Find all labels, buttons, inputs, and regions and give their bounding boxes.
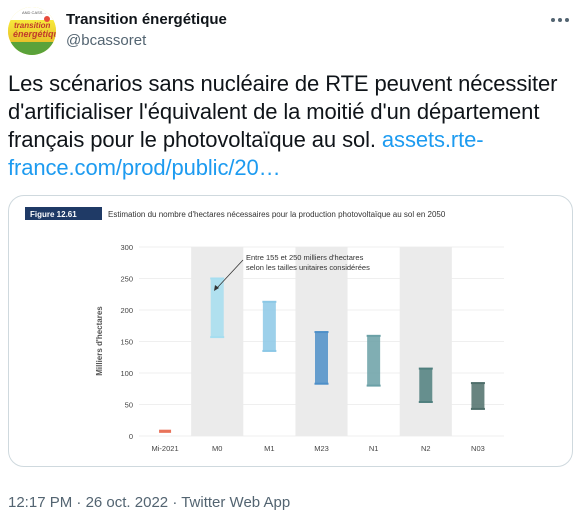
- y-tick-label: 200: [120, 306, 133, 315]
- chart-svg: Figure 12.61 Estimation du nombre d'hect…: [25, 207, 504, 453]
- x-tick-label: N2: [421, 444, 431, 453]
- chart-xticks: Mi-2021 M0 M1 M23 N1 N2 N03: [152, 444, 485, 453]
- x-tick-label: M0: [212, 444, 222, 453]
- chart-bars: [159, 277, 485, 433]
- bar-cap-bottom: [314, 382, 329, 385]
- x-tick-label: N1: [369, 444, 379, 453]
- chart-yticks: 0 50 100 150 200 250 300: [120, 243, 133, 441]
- author-display-name[interactable]: Transition énergétique: [66, 11, 227, 28]
- avatar-bottom: [8, 42, 56, 55]
- date[interactable]: 26 oct. 2022: [85, 494, 169, 511]
- y-tick-label: 150: [120, 338, 133, 347]
- bar-cap-top: [262, 300, 277, 303]
- annotation-arrowhead: [214, 285, 219, 291]
- bar-cap-bottom: [262, 349, 277, 352]
- tweet-text: Les scénarios sans nucléaire de RTE peuv…: [8, 70, 578, 182]
- bar: [262, 301, 276, 351]
- more-dot: [551, 18, 555, 22]
- bar-cap-bottom: [366, 384, 381, 387]
- x-tick-label: M1: [264, 444, 274, 453]
- meta-separator: ·: [172, 494, 178, 511]
- y-tick-label: 300: [120, 243, 133, 252]
- source: Twitter Web App: [181, 494, 291, 511]
- meta-separator: ·: [76, 494, 82, 511]
- annotation-line-2: selon les tailles unitaires considérées: [246, 263, 370, 272]
- more-dot: [565, 18, 569, 22]
- bar: [315, 332, 328, 384]
- figure-badge: Figure 12.61: [30, 210, 77, 219]
- bar-cap-bottom: [470, 407, 485, 410]
- y-axis-label: Milliers d'hectares: [95, 306, 104, 376]
- bar-cap-top: [314, 331, 329, 334]
- bar-cap-bottom: [210, 336, 225, 339]
- bar-cap-bottom: [418, 400, 433, 403]
- figure-badge-bg: [25, 207, 102, 220]
- timestamp[interactable]: 12:17 PM: [8, 494, 73, 511]
- y-tick-label: 0: [129, 432, 133, 441]
- x-tick-label: M23: [314, 444, 329, 453]
- annotation-arrow: [216, 259, 244, 289]
- x-tick-label: Mi-2021: [152, 444, 179, 453]
- tweet-image[interactable]: Figure 12.61 Estimation du nombre d'hect…: [8, 195, 573, 467]
- bar-cap-top: [366, 334, 381, 337]
- x-tick-label: N03: [471, 444, 485, 453]
- y-tick-label: 250: [120, 275, 133, 284]
- avatar-tiny-text: AND CASS...: [22, 10, 46, 15]
- shaded-column: [399, 247, 452, 436]
- bar: [419, 368, 433, 402]
- avatar-text-line1: transition: [14, 21, 51, 30]
- avatar[interactable]: AND CASS... transition énergétique: [8, 7, 56, 55]
- bar: [471, 383, 485, 409]
- bar-cap-top: [210, 277, 225, 280]
- annotation-line-1: Entre 155 et 250 milliers d'hectares: [246, 253, 364, 262]
- author-handle[interactable]: @bcassoret: [66, 32, 147, 49]
- author-names: Transition énergétique @bcassoret: [66, 10, 227, 51]
- tweet-body: Les scénarios sans nucléaire de RTE peuv…: [8, 71, 558, 152]
- y-tick-label: 50: [125, 401, 133, 410]
- shaded-column: [191, 247, 244, 436]
- bar: [159, 429, 172, 433]
- avatar-text-line2: énergétique: [13, 29, 56, 39]
- y-tick-label: 100: [120, 369, 133, 378]
- bar-cap-top: [418, 367, 433, 370]
- figure-caption: Estimation du nombre d'hectares nécessai…: [108, 210, 446, 219]
- bar: [367, 335, 381, 386]
- tweet-meta: 12:17 PM · 26 oct. 2022 · Twitter Web Ap…: [8, 493, 290, 513]
- avatar-dot: [44, 16, 50, 22]
- avatar-middle: [8, 20, 56, 42]
- tweet-header: AND CASS... transition énergétique Trans…: [8, 7, 576, 57]
- tweet-link[interactable]: assets.rte-france.com/prod/public/20…: [8, 127, 484, 180]
- bar-cap-top: [470, 382, 485, 385]
- bar: [210, 278, 224, 338]
- more-horizontal-icon[interactable]: [548, 11, 572, 29]
- more-dot: [558, 18, 562, 22]
